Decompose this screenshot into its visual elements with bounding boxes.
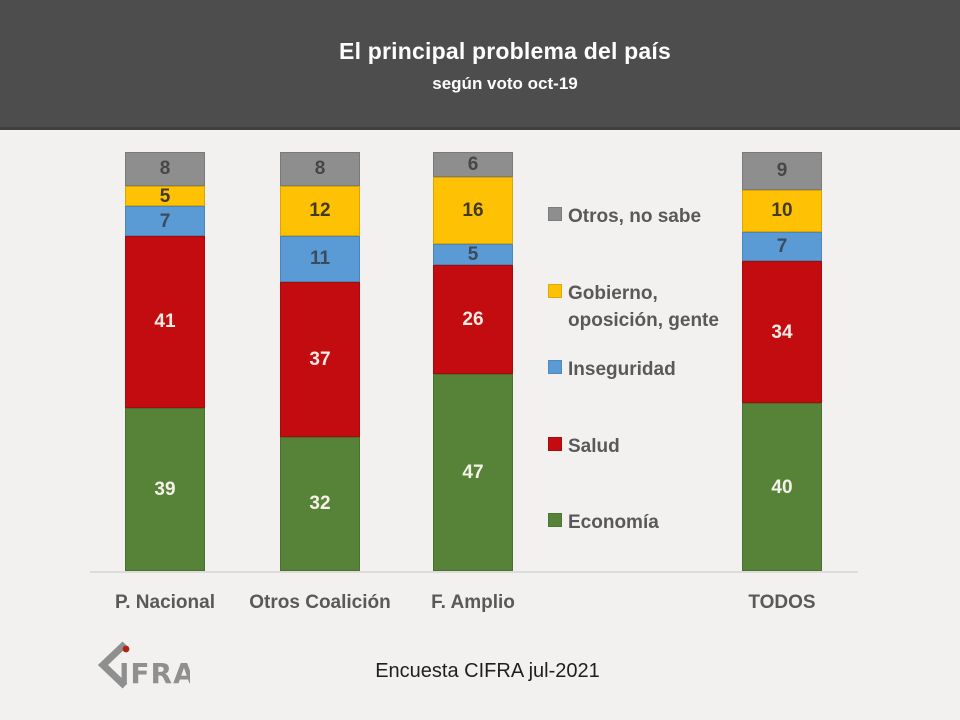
x-axis-line bbox=[90, 571, 858, 573]
segment-econom-a: 47 bbox=[433, 374, 513, 571]
segment-value-label: 41 bbox=[154, 311, 176, 333]
legend-label: Inseguridad bbox=[568, 359, 676, 380]
segment-salud: 26 bbox=[433, 265, 513, 375]
legend-swatch-icon bbox=[548, 513, 562, 527]
segment-value-label: 5 bbox=[159, 185, 171, 207]
segment-value-label: 9 bbox=[776, 160, 788, 182]
segment-inseguridad: 7 bbox=[742, 231, 822, 261]
category-label-otros-coalici-n: Otros Coalición bbox=[249, 592, 391, 613]
segment-gobierno-oposici-n-gente: 5 bbox=[125, 185, 205, 207]
segment-value-label: 5 bbox=[467, 244, 479, 266]
segment-value-label: 37 bbox=[309, 348, 331, 370]
bar-p-nacional: 39 41 7 5 8 bbox=[125, 152, 205, 571]
segment-econom-a: 39 bbox=[125, 407, 205, 571]
bar-f-amplio: 47 26 5 16 6 bbox=[433, 152, 513, 571]
header-text-block: El principal problema del país según vot… bbox=[0, 38, 960, 94]
segment-otros-no-sabe: 8 bbox=[280, 152, 360, 186]
segment-value-label: 8 bbox=[159, 158, 171, 180]
segment-value-label: 7 bbox=[776, 235, 788, 257]
header-band: El principal problema del país según vot… bbox=[0, 0, 960, 130]
segment-value-label: 12 bbox=[309, 200, 331, 222]
legend-item-salud: Salud bbox=[548, 433, 620, 460]
segment-value-label: 11 bbox=[309, 248, 331, 270]
cifra-logo-graphic: IFRA bbox=[97, 641, 195, 690]
bar-todos: 40 34 7 10 9 bbox=[742, 152, 822, 571]
segment-otros-no-sabe: 6 bbox=[433, 152, 513, 178]
cifra-logo: IFRA bbox=[97, 640, 195, 692]
legend-swatch-icon bbox=[548, 207, 562, 221]
segment-value-label: 32 bbox=[309, 493, 331, 515]
segment-value-label: 26 bbox=[462, 309, 484, 331]
segment-salud: 37 bbox=[280, 281, 360, 437]
segment-value-label: 10 bbox=[771, 200, 793, 222]
segment-otros-no-sabe: 8 bbox=[125, 152, 205, 186]
category-label-f-amplio: F. Amplio bbox=[431, 592, 515, 613]
segment-value-label: 47 bbox=[462, 462, 484, 484]
legend-swatch-icon bbox=[548, 284, 562, 298]
legend-item-gobierno-oposici-n-gente: Gobierno, oposición, gente bbox=[548, 280, 719, 334]
source-caption: Encuesta CIFRA jul-2021 bbox=[375, 660, 600, 682]
legend-item-econom-a: Economía bbox=[548, 509, 659, 536]
segment-salud: 34 bbox=[742, 260, 822, 404]
segment-gobierno-oposici-n-gente: 12 bbox=[280, 185, 360, 236]
segment-inseguridad: 5 bbox=[433, 244, 513, 266]
bar-otros-coalici-n: 32 37 11 12 8 bbox=[280, 152, 360, 571]
legend-label: Gobierno, oposición, gente bbox=[568, 283, 719, 331]
category-label-todos: TODOS bbox=[748, 592, 816, 613]
cifra-logo-dot bbox=[122, 645, 130, 653]
segment-inseguridad: 11 bbox=[280, 235, 360, 282]
segment-econom-a: 40 bbox=[742, 403, 822, 571]
cifra-logo-letters: IFRA bbox=[119, 657, 190, 690]
legend-swatch-icon bbox=[548, 360, 562, 374]
segment-econom-a: 32 bbox=[280, 436, 360, 571]
legend-label: Otros, no sabe bbox=[568, 206, 702, 227]
segment-value-label: 40 bbox=[771, 476, 793, 498]
legend-item-otros-no-sabe: Otros, no sabe bbox=[548, 203, 701, 230]
chart-subtitle: según voto oct-19 bbox=[432, 74, 578, 93]
segment-value-label: 16 bbox=[462, 200, 484, 222]
segment-inseguridad: 7 bbox=[125, 206, 205, 236]
segment-gobierno-oposici-n-gente: 10 bbox=[742, 189, 822, 232]
segment-value-label: 7 bbox=[159, 210, 171, 232]
segment-value-label: 39 bbox=[154, 478, 176, 500]
segment-otros-no-sabe: 9 bbox=[742, 152, 822, 190]
segment-value-label: 34 bbox=[771, 321, 793, 343]
category-label-p-nacional: P. Nacional bbox=[115, 592, 215, 613]
segment-salud: 41 bbox=[125, 235, 205, 408]
segment-value-label: 6 bbox=[467, 154, 479, 176]
legend-label: Economía bbox=[568, 512, 659, 533]
segment-value-label: 8 bbox=[314, 158, 326, 180]
legend-item-inseguridad: Inseguridad bbox=[548, 356, 676, 383]
legend-swatch-icon bbox=[548, 437, 562, 451]
chart-title: El principal problema del país bbox=[339, 38, 671, 64]
legend-label: Salud bbox=[568, 436, 620, 457]
segment-gobierno-oposici-n-gente: 16 bbox=[433, 177, 513, 245]
